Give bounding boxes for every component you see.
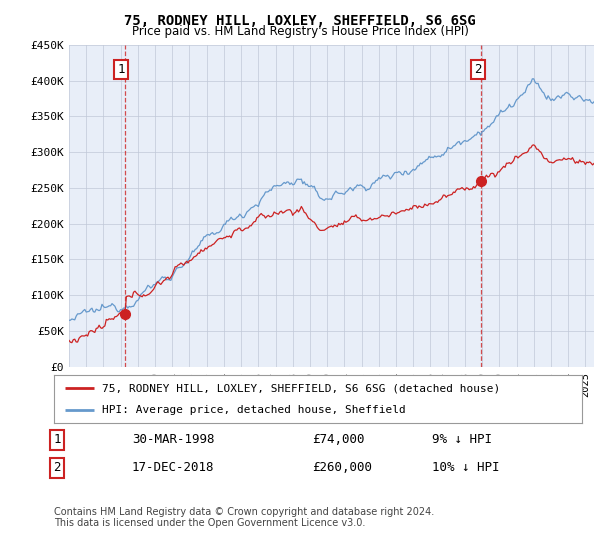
Text: 75, RODNEY HILL, LOXLEY, SHEFFIELD, S6 6SG (detached house): 75, RODNEY HILL, LOXLEY, SHEFFIELD, S6 6… [101, 383, 500, 393]
Text: 17-DEC-2018: 17-DEC-2018 [132, 461, 215, 474]
Text: 1: 1 [53, 433, 61, 446]
Text: 75, RODNEY HILL, LOXLEY, SHEFFIELD, S6 6SG: 75, RODNEY HILL, LOXLEY, SHEFFIELD, S6 6… [124, 14, 476, 28]
Text: 2: 2 [53, 461, 61, 474]
Text: Price paid vs. HM Land Registry's House Price Index (HPI): Price paid vs. HM Land Registry's House … [131, 25, 469, 38]
Text: 9% ↓ HPI: 9% ↓ HPI [432, 433, 492, 446]
Text: 10% ↓ HPI: 10% ↓ HPI [432, 461, 499, 474]
Text: £260,000: £260,000 [312, 461, 372, 474]
Text: 2: 2 [474, 63, 482, 76]
Text: Contains HM Land Registry data © Crown copyright and database right 2024.
This d: Contains HM Land Registry data © Crown c… [54, 507, 434, 529]
Text: £74,000: £74,000 [312, 433, 365, 446]
Text: HPI: Average price, detached house, Sheffield: HPI: Average price, detached house, Shef… [101, 405, 405, 415]
Text: 30-MAR-1998: 30-MAR-1998 [132, 433, 215, 446]
Text: 1: 1 [118, 63, 125, 76]
